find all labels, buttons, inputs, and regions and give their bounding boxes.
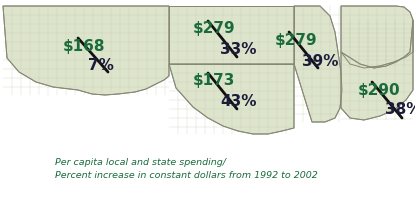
Text: 33%: 33% <box>220 42 256 57</box>
Text: 43%: 43% <box>220 94 256 109</box>
Text: Percent increase in constant dollars from 1992 to 2002: Percent increase in constant dollars fro… <box>55 171 318 180</box>
Text: $290: $290 <box>358 83 400 98</box>
Text: $168: $168 <box>63 38 105 53</box>
Polygon shape <box>169 6 294 64</box>
Polygon shape <box>3 6 169 95</box>
Text: 39%: 39% <box>302 53 339 68</box>
Text: 38%: 38% <box>385 103 415 118</box>
Polygon shape <box>169 64 294 134</box>
Text: Per capita local and state spending/: Per capita local and state spending/ <box>55 158 226 167</box>
Text: $173: $173 <box>193 73 235 88</box>
Polygon shape <box>341 6 413 68</box>
Text: $279: $279 <box>193 21 236 36</box>
Polygon shape <box>341 20 413 120</box>
Text: $279: $279 <box>275 32 317 47</box>
Polygon shape <box>294 6 342 122</box>
Text: 7%: 7% <box>88 57 114 73</box>
